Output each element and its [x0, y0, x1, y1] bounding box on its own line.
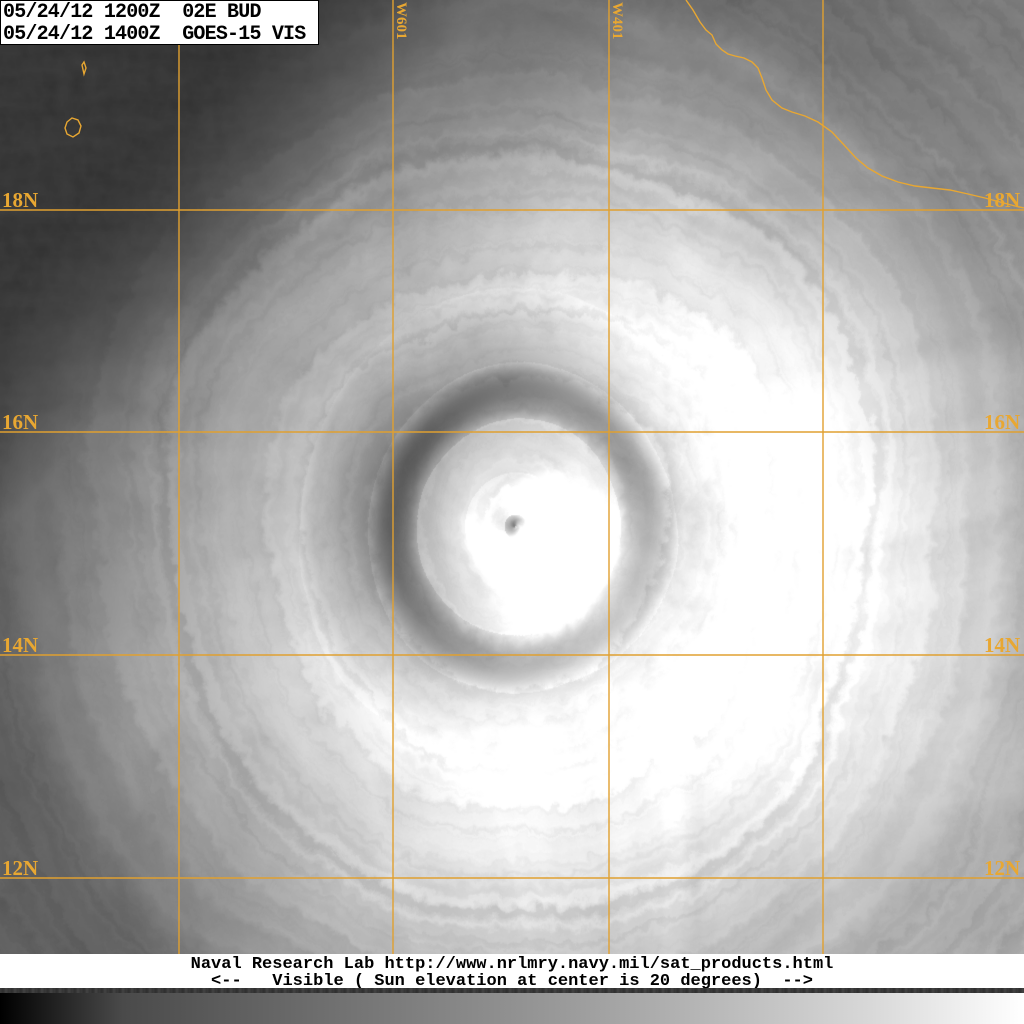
svg-text:W401: W401	[609, 2, 625, 40]
svg-text:W601: W601	[393, 2, 409, 40]
svg-text:16N: 16N	[2, 410, 38, 434]
svg-text:14N: 14N	[984, 633, 1020, 657]
svg-text:12N: 12N	[984, 856, 1020, 880]
svg-text:16N: 16N	[984, 410, 1020, 434]
svg-text:12N: 12N	[2, 856, 38, 880]
svg-text:14N: 14N	[2, 633, 38, 657]
svg-text:18N: 18N	[2, 188, 38, 212]
svg-text:18N: 18N	[984, 188, 1020, 212]
